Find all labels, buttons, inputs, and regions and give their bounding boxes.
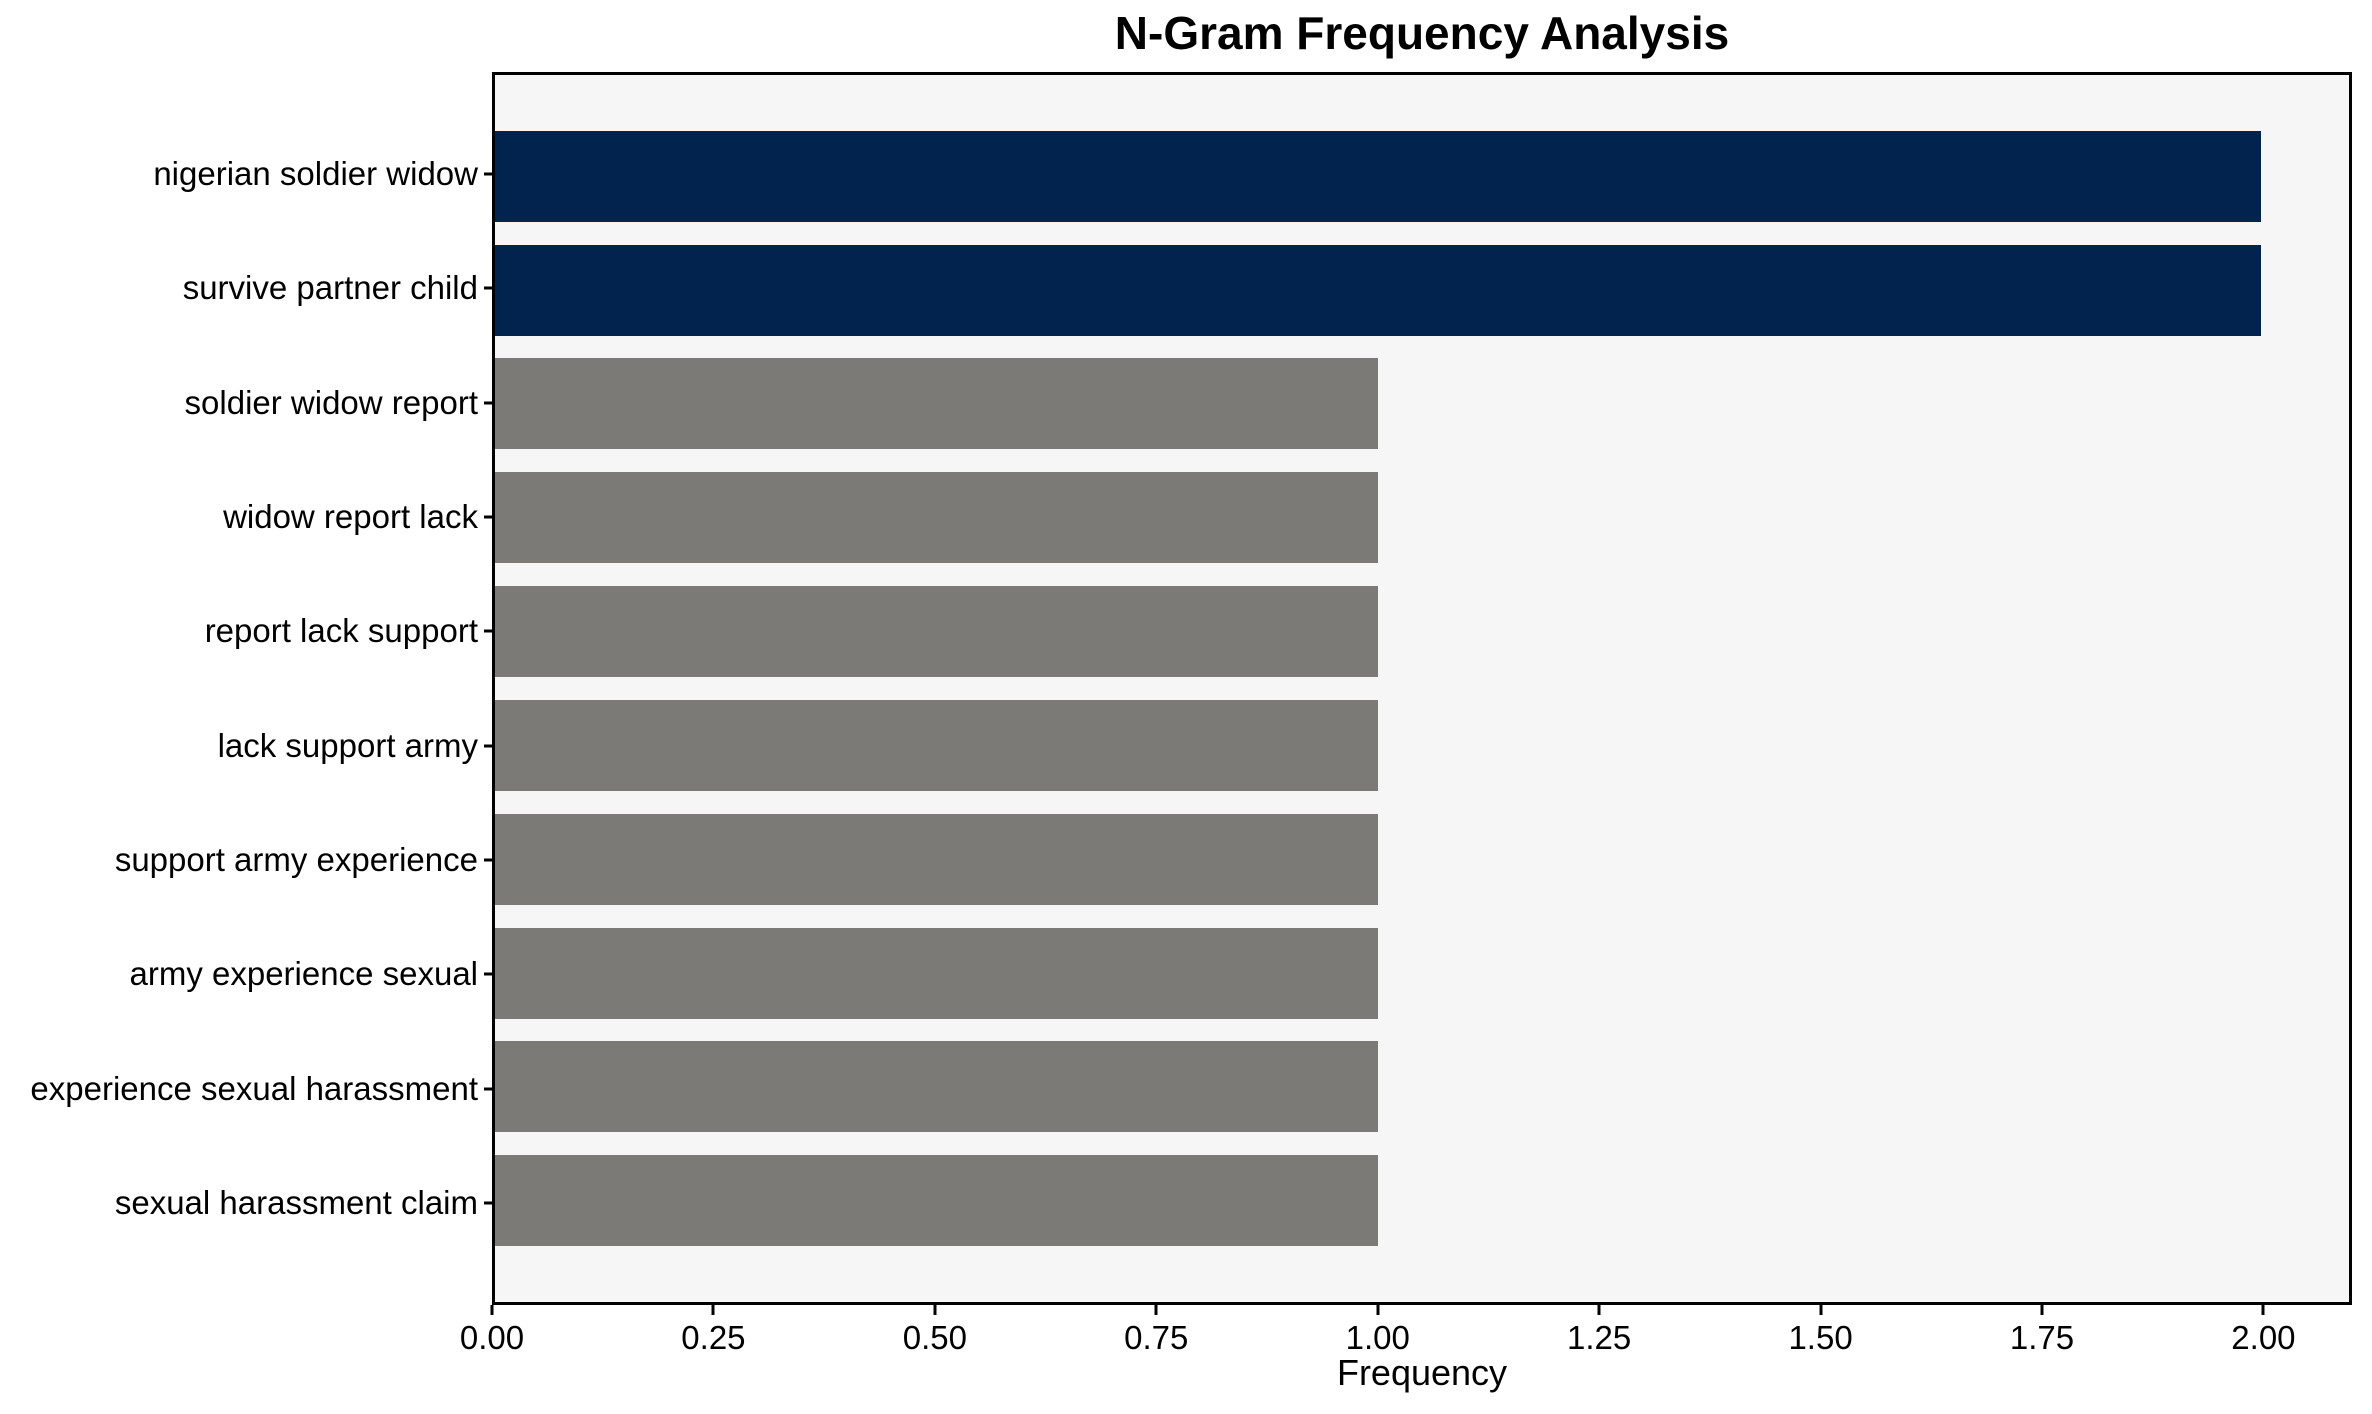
y-tick-mark [484,172,492,176]
y-tick-label: army experience sexual [129,955,479,993]
x-tick-mark [1154,1305,1158,1315]
y-tick-label: survive partner child [182,269,478,307]
x-tick-label: 2.00 [2231,1319,2296,1356]
y-axis-ticks [484,72,492,1305]
y-tick-mark [484,401,492,405]
y-tick-label: soldier widow report [184,383,478,421]
x-tick-mark [1376,1305,1380,1315]
x-tick-label: 0.25 [681,1319,746,1356]
x-tick-label: 0.50 [902,1319,967,1356]
x-tick-mark [933,1305,937,1315]
y-tick-mark [484,972,492,976]
y-tick-label: experience sexual harassment [30,1069,478,1107]
x-tick-mark [490,1305,494,1315]
y-tick-label: lack support army [217,726,478,764]
y-axis: nigerian soldier widow survive partner ch… [0,72,478,1305]
y-tick-mark [484,1087,492,1091]
bar [495,927,1378,1019]
x-tick-mark [2261,1305,2265,1315]
bar [495,358,1378,450]
bar [495,813,1378,905]
y-tick-label: report lack support [204,612,478,650]
y-tick-mark [484,744,492,748]
bar [495,699,1378,791]
y-tick-mark [484,1201,492,1205]
y-tick-label: support army experience [114,841,478,879]
x-tick-mark [711,1305,715,1315]
x-tick-mark [1597,1305,1601,1315]
x-tick-label: 0.00 [459,1319,525,1356]
x-tick-label: 0.75 [1124,1319,1189,1356]
x-tick-mark [2040,1305,2044,1315]
x-tick-label: 1.50 [1788,1319,1853,1356]
x-tick-label: 1.00 [1345,1319,1410,1356]
y-tick-label: sexual harassment claim [114,1184,478,1222]
y-tick-mark [484,515,492,519]
y-tick-mark [484,858,492,862]
bar [495,1155,1378,1247]
bar [495,244,2261,336]
x-tick-mark [1819,1305,1823,1315]
x-tick-label: 1.25 [1567,1319,1632,1356]
y-tick-mark [484,629,492,633]
x-axis: 0.00 0.25 0.50 0.75 1.00 1.25 1.50 1.75 2.00 [460,1305,2352,1365]
bar [495,472,1378,564]
x-tick-label: 1.75 [2009,1319,2075,1356]
y-tick-label: widow report lack [223,497,478,535]
plot-area [492,72,2352,1305]
bar [495,586,1378,678]
y-tick-label: nigerian soldier widow [153,154,478,192]
bar [495,130,2261,222]
bar [495,1041,1378,1133]
y-tick-mark [484,286,492,290]
x-axis-label: Frequency [1336,1352,1508,1393]
chart-title: N-Gram Frequency Analysis [1114,7,1730,59]
